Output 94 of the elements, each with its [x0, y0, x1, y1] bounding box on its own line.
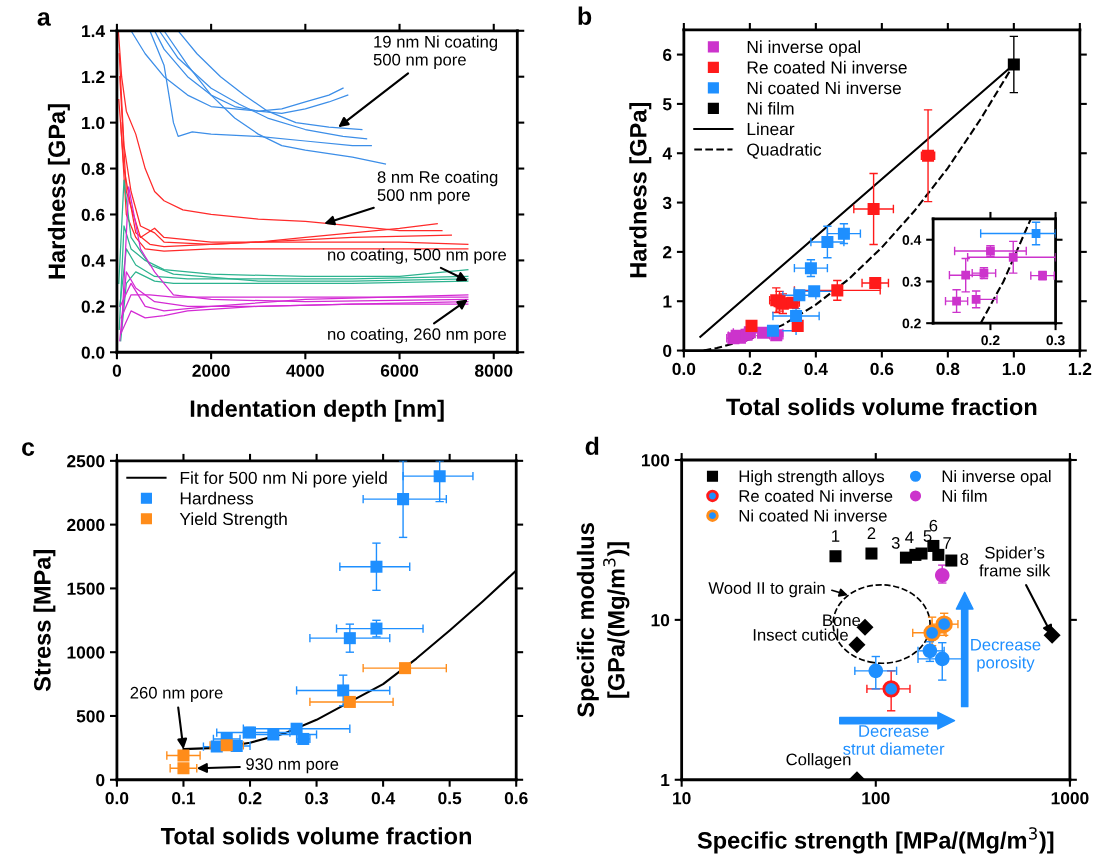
x-tick-label: 0.2 — [738, 362, 762, 376]
y-tick-label: 0.6 — [81, 208, 105, 221]
annotation: Insect cuticle — [753, 628, 848, 641]
x-tick-label: 6000 — [380, 364, 419, 377]
x-tick-label: 0.4 — [371, 792, 396, 805]
y-axis-title: Stress [MPa] — [33, 550, 56, 692]
y-tick-label: 0 — [96, 773, 105, 787]
x-tick-label: 8000 — [475, 364, 513, 377]
legend-label: Fit for 500 nm Ni pore yield — [180, 471, 387, 488]
legend-label: Ni film — [747, 101, 794, 115]
annotation: Wood II to grain — [708, 581, 825, 598]
x-tick-label: 0 — [112, 364, 122, 377]
x-tick-label: 4000 — [286, 364, 324, 377]
annotation: Decrease strut diameter — [843, 725, 945, 755]
x-tick-label: 1000 — [1051, 792, 1089, 805]
y-tick-label: 500 — [76, 710, 105, 723]
legend-label: Ni inverse opal — [942, 469, 1051, 486]
legend-label: Quadratic — [747, 142, 822, 159]
x-tick-label: 0.5 — [438, 792, 462, 805]
legend-label: Hardness — [180, 491, 254, 505]
x-tick-label: 1.0 — [1002, 362, 1026, 376]
y-axis-title: Hardness [GPa] — [47, 104, 70, 279]
x-tick-label: 0.0 — [672, 362, 696, 376]
legend-label: Linear — [747, 122, 795, 136]
x-tick-label: 1.2 — [1068, 362, 1092, 375]
y-tick-label: 4 — [662, 147, 672, 160]
x-tick-label: 0.8 — [936, 362, 960, 376]
annotation: no coating, 260 nm pore — [328, 327, 507, 344]
x-axis-title: Indentation depth [nm] — [190, 399, 444, 422]
legend-label: Re coated Ni inverse — [739, 489, 893, 502]
annotation: 19 nm Ni coating 500 nm pore — [373, 35, 498, 69]
y-tick-label: 2500 — [67, 455, 105, 468]
y-tick-label: 1000 — [67, 646, 105, 659]
y-tick-label: 10 — [651, 614, 670, 627]
x-tick-label: 0.2 — [238, 792, 262, 805]
y-tick-label: 1 — [661, 774, 670, 787]
y-tick-label: 0.0 — [81, 346, 105, 359]
legend-label: Yield Strength — [179, 512, 287, 529]
y-tick-label: 1.4 — [82, 25, 106, 38]
y-axis-title: Specific modulus [GPa/(Mg/m$^{3}$)] — [576, 523, 630, 717]
chart-title: b — [578, 6, 592, 25]
chart-title: c — [22, 442, 35, 456]
x-axis-title: Total solids volume fraction — [726, 397, 1037, 416]
y-tick-label: 1 — [663, 295, 672, 308]
y-tick-label: 0.2 — [81, 300, 105, 313]
y-tick-label: 100 — [641, 454, 670, 467]
annotation: 6 — [929, 519, 938, 532]
legend-label: Ni coated Ni inverse — [747, 81, 901, 95]
y-axis-title: Hardness [GPa] — [629, 102, 652, 278]
y-tick-label: 0.4 — [81, 254, 106, 267]
y-tick-label: 3 — [662, 196, 672, 210]
x-axis-title: Total solids volume fraction — [160, 827, 472, 845]
x-tick-label: 0.6 — [870, 362, 894, 376]
y-tick-label: 0 — [663, 344, 672, 358]
y-tick-label: 6 — [663, 48, 672, 62]
x-tick-label: 2000 — [192, 364, 230, 377]
annotation: no coating, 500 nm pore — [328, 248, 507, 264]
y-tick-label: 5 — [662, 98, 672, 111]
annotation: 3 — [891, 537, 900, 549]
chart-title: a — [37, 12, 51, 26]
x-tick-label: 10 — [673, 792, 691, 805]
y-tick-label: 2 — [663, 246, 672, 259]
x-tick-label: 0.0 — [105, 792, 129, 805]
x-tick-label: 100 — [862, 792, 890, 805]
y-tick-label: 1500 — [67, 582, 105, 595]
y-tick-label: 1.2 — [82, 70, 105, 83]
y-tick-label: 2000 — [67, 518, 105, 532]
legend-label: Ni inverse opal — [747, 40, 861, 57]
x-tick-label: 0.6 — [504, 792, 528, 805]
y-tick-label: 0.8 — [81, 162, 105, 176]
y-tick-label: 1.0 — [82, 116, 105, 130]
x-tick-label: 0.3 — [305, 792, 328, 805]
x-tick-label: 0.1 — [172, 792, 196, 805]
x-axis-title: Specific strength [MPa/(Mg/m$^{3}$)] — [697, 827, 1054, 854]
annotation: Bone — [823, 614, 861, 627]
annotation: 260 nm pore — [130, 686, 223, 702]
annotation: 8 nm Re coating 500 nm pore — [377, 170, 498, 205]
legend-label: Ni coated Ni inverse — [739, 509, 887, 522]
annotation: Collagen — [786, 753, 851, 769]
legend-label: Ni film — [942, 489, 987, 502]
annotation: Spider’s frame silk — [979, 546, 1051, 577]
chart-title: d — [585, 436, 599, 456]
annotation: 2 — [867, 527, 876, 539]
annotation: 8 — [960, 553, 969, 566]
annotation: 1 — [832, 530, 840, 542]
legend-label: Re coated Ni inverse — [747, 60, 907, 74]
annotation: Decrease porosity — [971, 638, 1041, 672]
x-tick-label: 0.4 — [804, 362, 828, 376]
y-tick-label: 0.4 — [902, 235, 922, 245]
y-tick-label: 0.2 — [902, 318, 921, 329]
y-tick-label: 0.3 — [902, 276, 921, 287]
annotation: 930 nm pore — [246, 758, 339, 774]
annotation: 7 — [943, 537, 951, 549]
legend-label: High strength alloys — [739, 469, 885, 486]
